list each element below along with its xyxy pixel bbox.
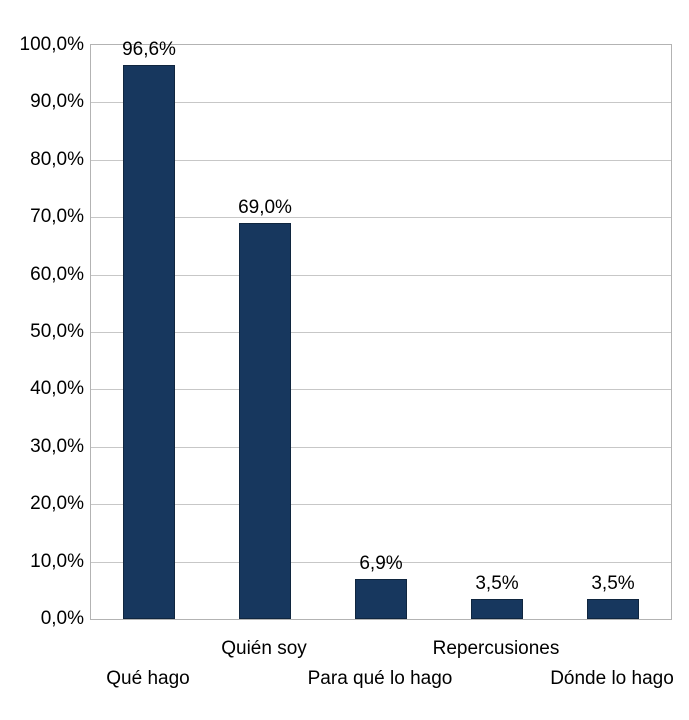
value-label: 3,5% [475, 572, 519, 594]
bar-3 [355, 579, 407, 619]
x-category-label: Quién soy [221, 638, 307, 659]
gridline [91, 561, 671, 563]
gridline [91, 446, 671, 448]
y-tick-label: 90,0% [30, 91, 84, 113]
gridline [91, 217, 671, 219]
y-axis: 0,0% 10,0% 20,0% 30,0% 40,0% 50,0% 60,0% 70,0% 8… [0, 35, 84, 628]
x-category-label: Qué hago [106, 668, 190, 689]
bar-4 [471, 598, 523, 619]
bar-2 [239, 222, 291, 619]
x-category-label: Dónde lo hago [550, 668, 674, 689]
gridline [91, 504, 671, 506]
value-label: 96,6% [122, 38, 176, 60]
y-tick-label: 10,0% [30, 550, 84, 572]
x-category-label: Para qué lo hago [307, 668, 453, 689]
x-axis: Qué hago Quién soy Para qué lo hago Repercu… [90, 620, 674, 710]
y-tick-label: 80,0% [30, 148, 84, 170]
y-tick-label: 70,0% [30, 206, 84, 228]
y-tick-label: 0,0% [40, 608, 84, 629]
gridline [91, 159, 671, 161]
value-label: 6,9% [359, 553, 403, 575]
y-tick-label: 60,0% [30, 263, 84, 285]
y-tick-label: 40,0% [30, 378, 84, 400]
value-label: 69,0% [238, 196, 292, 218]
value-label: 3,5% [591, 572, 635, 594]
gridline [91, 389, 671, 391]
y-tick-label: 20,0% [30, 493, 84, 515]
gridline [91, 332, 671, 333]
y-tick-label: 100,0% [19, 34, 84, 55]
y-tick-label: 50,0% [30, 321, 84, 342]
x-category-label: Repercusiones [432, 638, 560, 659]
gridline [91, 274, 671, 276]
bar-5 [587, 598, 639, 619]
y-tick-label: 30,0% [30, 435, 84, 457]
gridline [91, 102, 671, 104]
plot-area: 96,6% 69,0% 6,9% 3,5% 3,5% [90, 39, 672, 620]
bar-1 [123, 64, 175, 619]
